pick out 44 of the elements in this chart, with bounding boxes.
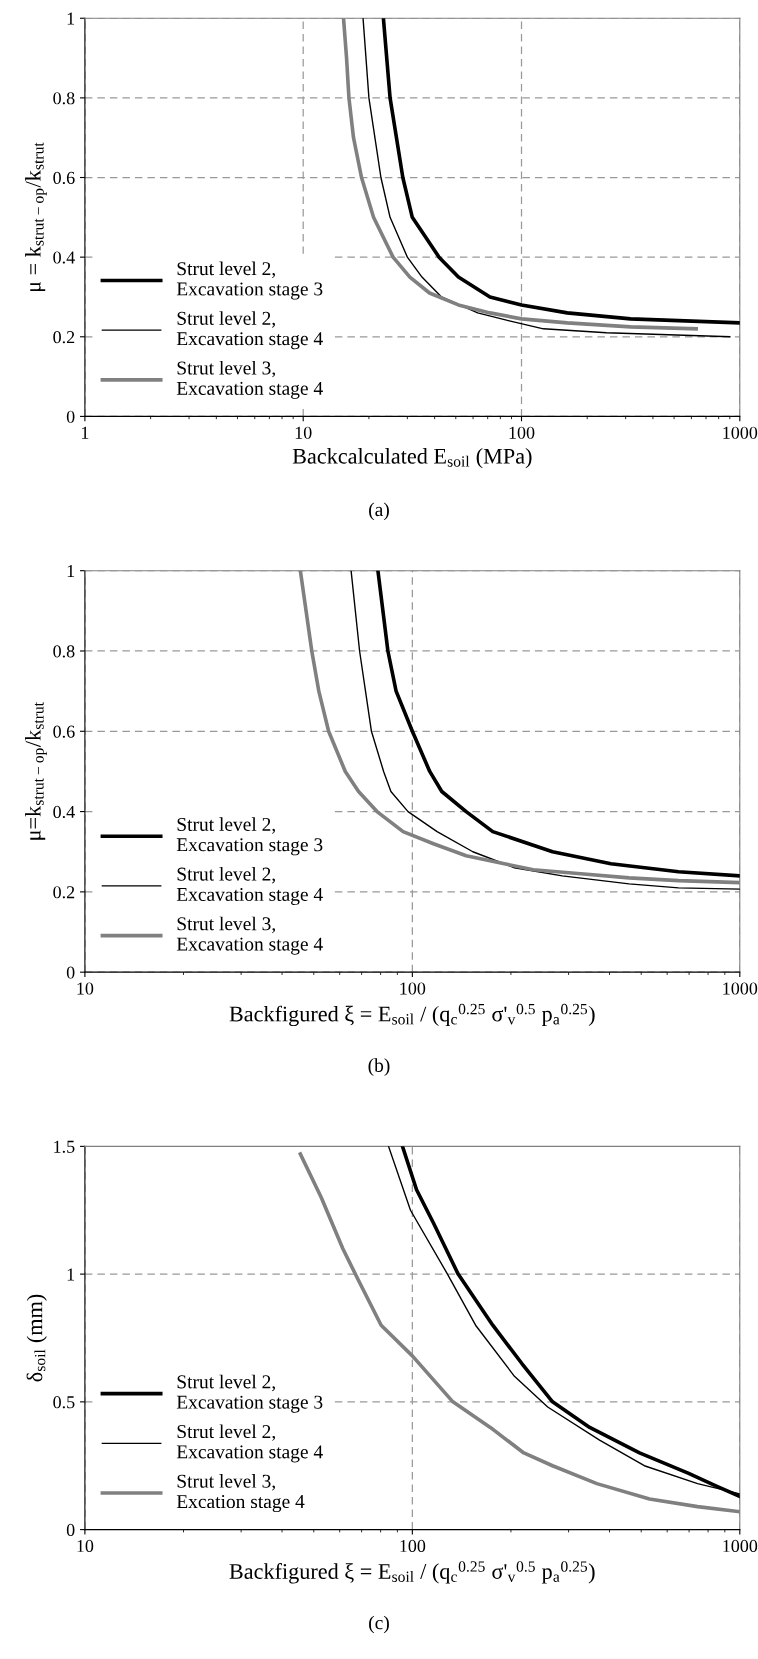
- y-tick-label: 0.2: [53, 886, 75, 899]
- x-tick-label: 100: [400, 1539, 426, 1553]
- y-tick-label: 1: [67, 12, 75, 25]
- text: (a): [369, 502, 389, 521]
- legend-label: Strut level 2, Excavation stage 3: [176, 817, 323, 856]
- y-tick-label: 0.4: [53, 805, 75, 819]
- y-tick-label: 0.2: [53, 331, 75, 344]
- y-axis-title: μ=k$_{strut−op}$/k$_{strut}$: [25, 702, 47, 840]
- x-tick-label: 1000: [723, 982, 758, 995]
- y-axis-title: μ = k$_{strut−op}$/k$_{strut}$: [25, 142, 47, 292]
- y-tick-label: 0.8: [53, 92, 75, 105]
- legend-label: Strut level 2, Excavation stage 4: [176, 866, 323, 905]
- y-tick-label: 0.6: [53, 171, 75, 185]
- y-tick-label: 1: [67, 565, 75, 577]
- x-tick-label: 10: [77, 1539, 94, 1553]
- text: Backfigured ξ = E$_{soil}$ / (q$_{c}$$^{0.25}$ σ'$_{v}$$^{0.5}$ p$_{a}$$^{0.25}$): [229, 1003, 595, 1027]
- x-tick-label: 10: [295, 426, 312, 439]
- legend-label: Strut level 3, Excavation stage 4: [176, 916, 323, 955]
- y-tick-label: 0.5: [53, 1396, 75, 1409]
- x-tick-label: 100: [509, 426, 535, 439]
- y-tick-label: 0: [66, 1523, 75, 1537]
- legend-label: Strut level 3, Excation stage 4: [176, 1474, 305, 1513]
- legend-label: Strut level 2, Excavation stage 3: [176, 1374, 323, 1413]
- x-tick-label: 100: [400, 982, 426, 995]
- y-tick-label: 1: [67, 1268, 75, 1281]
- x-tick-label: 10: [77, 982, 94, 995]
- y-axis-title: δ$_{soil}$ (mm): [26, 1294, 47, 1382]
- x-tick-label: 1000: [723, 426, 758, 439]
- y-tick-label: 0.6: [53, 725, 75, 738]
- y-tick-label: 0: [66, 410, 75, 423]
- text: Backfigured ξ = E$_{soil}$ / (q$_{c}$$^{0.25}$ σ'$_{v}$$^{0.5}$ p$_{a}$$^{0.25}$): [229, 1561, 595, 1584]
- y-tick-label: 1.5: [54, 1140, 75, 1153]
- y-tick-label: 0: [66, 966, 75, 979]
- x-axis-title: Backcalculated E$_{soil}$ (MPa): [292, 448, 532, 469]
- legend-label: Strut level 2, Excavation stage 3: [176, 261, 323, 300]
- legend-label: Strut level 3, Excavation stage 4: [176, 360, 323, 399]
- y-tick-label: 0.4: [53, 251, 75, 264]
- text: (b): [368, 1058, 390, 1076]
- text: (c): [369, 1615, 389, 1634]
- y-tick-label: 0.8: [53, 645, 75, 658]
- x-tick-label: 1000: [723, 1539, 758, 1553]
- legend-label: Strut level 2, Excavation stage 4: [176, 311, 323, 350]
- x-tick-label: 1: [81, 426, 89, 439]
- legend-label: Strut level 2, Excavation stage 4: [176, 1424, 323, 1463]
